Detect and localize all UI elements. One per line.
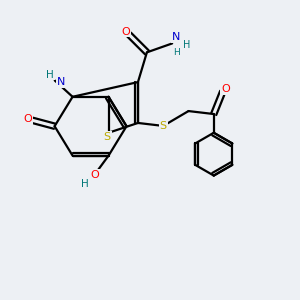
Text: H: H [46,70,54,80]
Text: N: N [57,77,65,87]
Text: O: O [122,27,130,37]
Text: S: S [160,121,167,131]
Text: O: O [91,170,100,180]
Text: H: H [173,48,180,57]
Text: S: S [103,132,111,142]
Text: H: H [81,179,88,190]
Text: H: H [183,40,191,50]
Text: O: O [221,84,230,94]
Text: N: N [172,32,180,42]
Text: O: O [23,114,32,124]
